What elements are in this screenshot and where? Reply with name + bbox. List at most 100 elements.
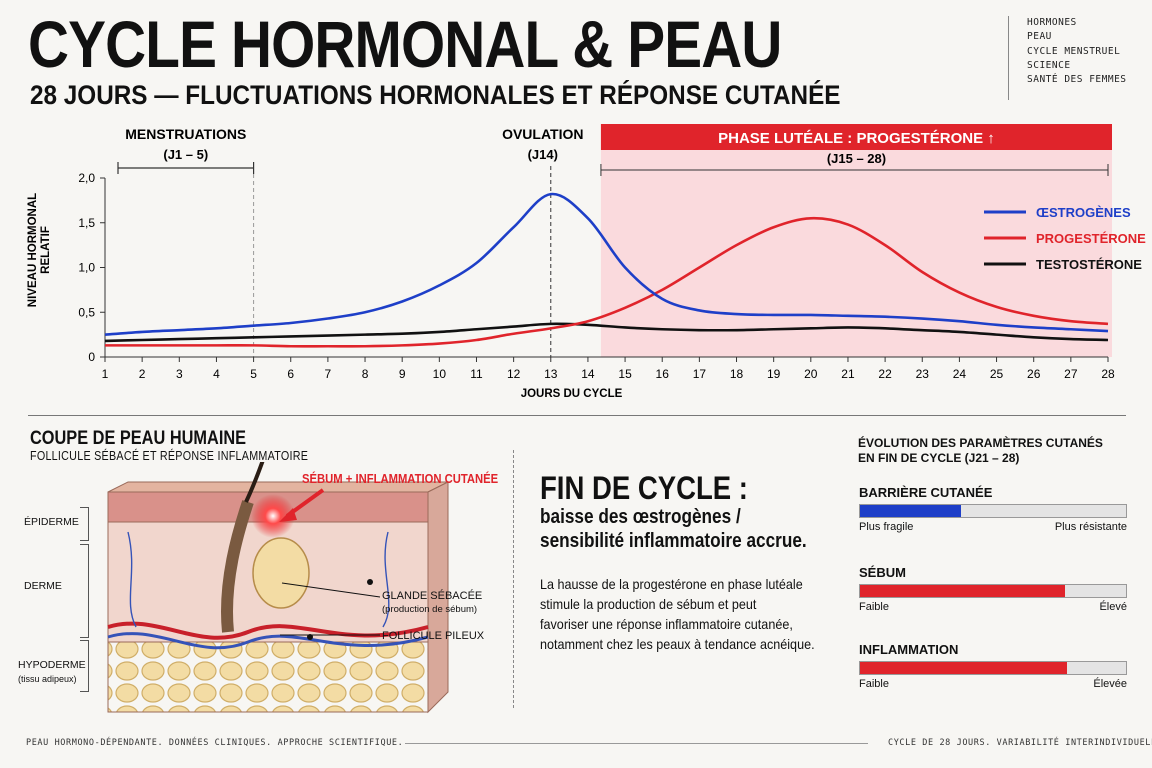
end-cycle-subtitle-2: sensibilité inflammatoire accrue. [540, 530, 807, 552]
x-tick-label: 20 [804, 367, 818, 381]
luteal-phase-label: PHASE LUTÉALE : PROGESTÉRONE ↑ [718, 130, 995, 147]
footer-right: CYCLE DE 28 JOURS. VARIABILITÉ INTERINDI… [888, 738, 1152, 748]
series-line-œstrogènes [104, 192, 1109, 336]
hair-follicle-icon [221, 500, 254, 633]
column-divider [513, 450, 514, 708]
layer-label-epidermis: ÉPIDERME [24, 516, 79, 528]
x-tick-label: 27 [1064, 367, 1078, 381]
luteal-phase-band [600, 150, 1112, 357]
tag-item: CYCLE MENSTRUEL [1027, 45, 1121, 57]
x-tick-label: 13 [544, 367, 558, 381]
param-label: BARRIÈRE CUTANÉE [859, 485, 993, 500]
ovulation-day: (J14) [528, 147, 558, 162]
hair-shaft-icon [244, 462, 265, 503]
x-tick-label: 21 [841, 367, 855, 381]
footer-rule [405, 743, 868, 744]
param-track [859, 661, 1127, 675]
ovulation-label: OVULATION [502, 126, 583, 142]
param-label: SÉBUM [859, 565, 906, 580]
x-tick-label: 15 [618, 367, 632, 381]
y-tick-label: 0,5 [78, 305, 95, 319]
x-tick-label: 28 [1101, 367, 1115, 381]
luteal-phase-header [600, 124, 1112, 150]
legend-label: ŒSTROGÈNES [1036, 205, 1131, 220]
x-tick-label: 19 [767, 367, 781, 381]
x-tick-label: 23 [916, 367, 930, 381]
body-line: notamment chez les peaux à tendance acné… [540, 636, 815, 652]
param-fill [860, 505, 962, 517]
label-leader-lines [280, 582, 381, 636]
param-min: Faible [859, 601, 889, 613]
x-tick-label: 2 [139, 367, 146, 381]
x-tick-label: 24 [953, 367, 967, 381]
x-tick-label: 22 [878, 367, 892, 381]
hypodermis-bracket [80, 640, 89, 692]
x-tick-label: 9 [399, 367, 406, 381]
series-line-progestérone [105, 216, 1109, 348]
x-tick-label: 18 [730, 367, 744, 381]
gland-label: GLANDE SÉBACÉE [382, 590, 483, 602]
vein-icon [107, 632, 429, 650]
inflammation-icon [251, 494, 295, 538]
x-tick-label: 26 [1027, 367, 1041, 381]
skin-callout: SÉBUM + INFLAMMATION CUTANÉE [302, 472, 499, 486]
body-line: stimule la production de sébum et peut [540, 596, 757, 612]
param-max: Élevé [1099, 601, 1127, 613]
y-tick-label: 1,0 [78, 261, 95, 275]
x-tick-label: 16 [656, 367, 670, 381]
x-tick-label: 12 [507, 367, 521, 381]
y-tick-label: 2,0 [78, 171, 95, 185]
chart-series [104, 192, 1109, 348]
hypodermis-note: (tissu adipeux) [18, 674, 77, 684]
gland-note: (production de sébum) [382, 604, 478, 615]
skin-title: COUPE DE PEAU HUMAINE [30, 428, 247, 449]
x-tick-label: 7 [325, 367, 332, 381]
menstruation-label: MENSTRUATIONS [125, 126, 246, 142]
tag-item: HORMONES [1027, 17, 1077, 28]
chart-legend: ŒSTROGÈNES PROGESTÉRONE TESTOSTÉRONE [984, 205, 1146, 272]
y-axis-label-line: RELATIF [40, 226, 52, 274]
page-title: CYCLE HORMONAL & PEAU [28, 7, 782, 81]
skin-subtitle: FOLLICULE SÉBACÉ ET RÉPONSE INFLAMMATOIR… [30, 449, 309, 463]
x-tick-label: 4 [213, 367, 220, 381]
menstruation-bracket [117, 162, 255, 357]
hypodermis-layer [107, 641, 429, 713]
follicle-label: FOLLICULE PILEUX [382, 630, 485, 642]
tag-item: PEAU [1027, 31, 1052, 43]
chart-axes: 00,51,01,52,01 2 3 4 5 6 7 8 9 10 11 12 13 14 15 16 17 18… [78, 166, 1115, 381]
dermis-bracket [80, 544, 89, 638]
x-tick-label: 3 [176, 367, 183, 381]
body-line: La hausse de la progestérone en phase lu… [540, 576, 803, 592]
body-line: favoriser une réponse inflammatoire cuta… [540, 616, 793, 632]
param-sebum: SÉBUM Faible Élevé [859, 565, 1127, 617]
callout-arrow-icon [279, 488, 325, 522]
luteal-bracket [600, 164, 1109, 176]
param-track [859, 504, 1127, 518]
param-max: Plus résistante [1054, 521, 1127, 533]
menstruation-range: (J1 – 5) [163, 147, 208, 162]
series-line-testostérone [104, 322, 1109, 343]
param-min: Faible [859, 678, 889, 690]
legend-label: TESTOSTÉRONE [1036, 257, 1142, 272]
x-tick-label: 1 [102, 367, 109, 381]
tag-list: HORMONES PEAU CYCLE MENSTRUEL SCIENCE SA… [1027, 16, 1127, 87]
params-title-2: EN FIN DE CYCLE (J21 – 28) [858, 451, 1020, 465]
end-cycle-subtitle-1: baisse des œstrogènes / [540, 506, 741, 528]
hormone-chart: PHASE LUTÉALE : PROGESTÉRONE ↑ (J15 – 28… [27, 124, 1146, 400]
x-tick-label: 8 [362, 367, 369, 381]
x-tick-label: 17 [693, 367, 707, 381]
param-max: Élevée [1093, 678, 1127, 690]
section-divider [28, 415, 1126, 416]
end-cycle-title: FIN DE CYCLE : [540, 470, 748, 506]
end-cycle-body: La hausse de la progestérone en phase lu… [540, 574, 815, 654]
param-inflammation: INFLAMMATION Faible Élevée [859, 642, 1127, 694]
param-track [859, 584, 1127, 598]
param-min: Plus fragile [859, 521, 914, 533]
x-tick-label: 5 [250, 367, 257, 381]
tag-item: SCIENCE [1027, 59, 1071, 71]
x-tick-label: 6 [287, 367, 294, 381]
y-tick-label: 1,5 [78, 216, 95, 230]
x-tick-label: 14 [581, 367, 595, 381]
param-fill [860, 585, 1065, 597]
page-subtitle: 28 JOURS — FLUCTUATIONS HORMONALES ET RÉ… [30, 80, 841, 110]
